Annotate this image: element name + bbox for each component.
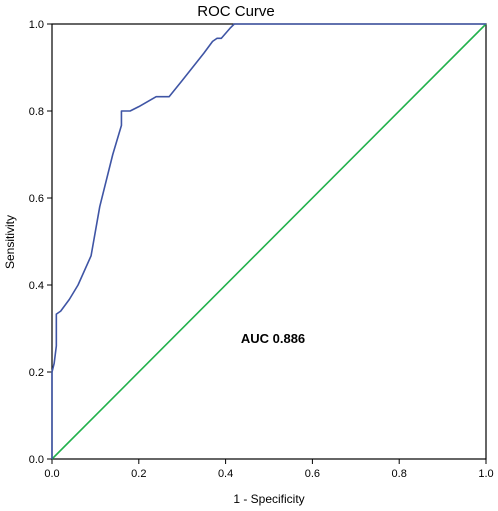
reference-diagonal-line bbox=[51, 23, 487, 460]
x-tick-label: 0.0 bbox=[44, 468, 59, 480]
x-tick-label: 1.0 bbox=[478, 468, 493, 480]
roc-curve-line bbox=[51, 23, 486, 459]
x-tick-label: 0.6 bbox=[305, 468, 320, 480]
x-tick-label: 0.8 bbox=[392, 468, 407, 480]
x-tick-label: 0.4 bbox=[218, 468, 233, 480]
auc-annotation: AUC 0.886 bbox=[241, 331, 305, 346]
chart-title: ROC Curve bbox=[197, 3, 275, 20]
y-tick-label: 0.6 bbox=[29, 193, 44, 205]
x-axis-ticks: 0.0 0.2 0.4 0.6 0.8 1.0 bbox=[44, 459, 494, 480]
y-tick-label: 0.8 bbox=[29, 106, 44, 118]
series-layer bbox=[51, 23, 487, 460]
y-tick-label: 0.4 bbox=[29, 280, 44, 292]
y-tick-label: 0.2 bbox=[29, 367, 44, 379]
y-axis-label: Sensitivity bbox=[3, 215, 17, 269]
x-axis-label: 1 - Specificity bbox=[233, 492, 304, 506]
y-axis-ticks: 0.0 0.2 0.4 0.6 0.8 1.0 bbox=[29, 19, 52, 466]
y-tick-label: 0.0 bbox=[29, 454, 44, 466]
y-tick-label: 1.0 bbox=[29, 19, 44, 31]
x-tick-label: 0.2 bbox=[131, 468, 146, 480]
